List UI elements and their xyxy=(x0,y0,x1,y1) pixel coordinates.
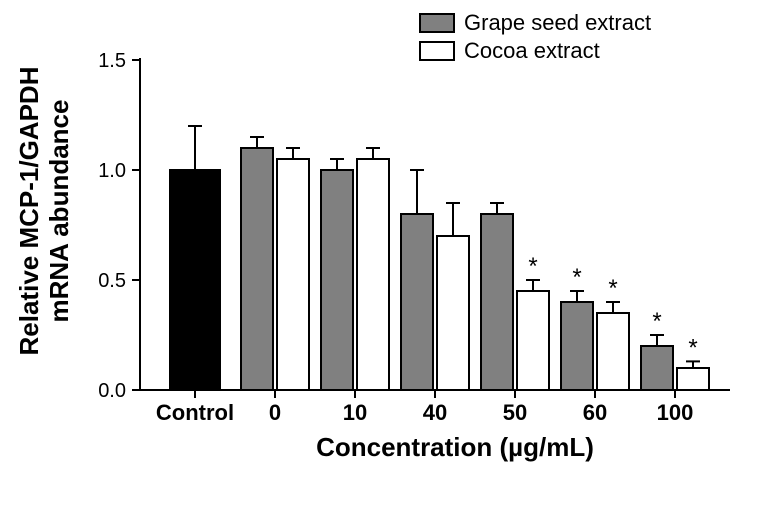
x-axis-title: Concentration (µg/mL) xyxy=(316,432,594,462)
y-tick-label: 0.0 xyxy=(98,380,126,402)
legend-label: Cocoa extract xyxy=(464,38,600,63)
y-tick-label: 1.5 xyxy=(98,50,126,72)
bar-cocoa xyxy=(597,313,629,390)
bar-grape xyxy=(321,170,353,390)
significance-marker: * xyxy=(572,264,581,291)
bar-control xyxy=(170,170,220,390)
significance-marker: * xyxy=(528,253,537,280)
x-category-label: 100 xyxy=(657,400,694,425)
y-tick-label: 1.0 xyxy=(98,160,126,182)
bar-grape xyxy=(481,214,513,390)
bar-grape xyxy=(241,148,273,390)
significance-marker: * xyxy=(608,275,617,302)
bar-grape xyxy=(561,302,593,390)
x-category-label: 60 xyxy=(583,400,607,425)
x-category-label: 0 xyxy=(269,400,281,425)
y-axis-title-line1: Relative MCP-1/GAPDH xyxy=(14,67,44,356)
significance-marker: * xyxy=(652,308,661,335)
x-category-label: 50 xyxy=(503,400,527,425)
bar-chart: 0.0 0.5 1.0 1.5 Relative MCP-1/GAPDHmRNA abu… xyxy=(0,0,782,508)
y-tick-label: 0.5 xyxy=(98,270,126,292)
legend-label: Grape seed extract xyxy=(464,10,651,35)
y-axis-title-line2: mRNA abundance xyxy=(44,100,74,323)
bar-cocoa xyxy=(677,368,709,390)
bar-grape xyxy=(641,346,673,390)
x-category-label: 10 xyxy=(343,400,367,425)
bar-cocoa xyxy=(437,236,469,390)
bar-cocoa xyxy=(517,291,549,390)
x-category-label: 40 xyxy=(423,400,447,425)
legend-swatch xyxy=(420,42,454,60)
bar-cocoa xyxy=(357,159,389,390)
legend-swatch xyxy=(420,14,454,32)
bar-cocoa xyxy=(277,159,309,390)
chart-svg: 0.0 0.5 1.0 1.5 Relative MCP-1/GAPDHmRNA abu… xyxy=(0,0,782,508)
x-category-label: Control xyxy=(156,400,234,425)
bar-grape xyxy=(401,214,433,390)
significance-marker: * xyxy=(688,334,697,361)
